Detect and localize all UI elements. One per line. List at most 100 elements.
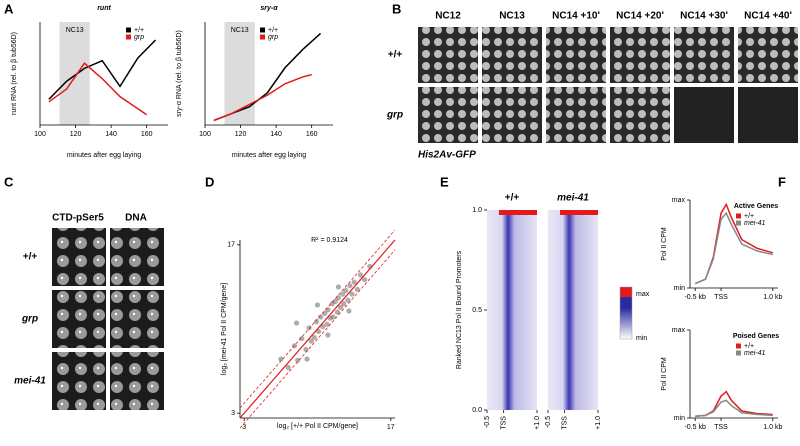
chart-title: runt: [97, 5, 111, 12]
micrograph: [546, 87, 606, 143]
y-axis-label: runt RNA (rel. to β tub56D): [11, 32, 18, 115]
legend-label: +/+: [744, 213, 754, 220]
point: [335, 295, 342, 301]
point: [285, 364, 291, 371]
column-label: CTD-pSer5: [52, 213, 104, 224]
point: [325, 307, 331, 313]
micrograph: [418, 87, 478, 143]
x-tick-label: TSS: [714, 424, 728, 431]
series-line: [213, 73, 312, 122]
legend-title: Poised Genes: [733, 333, 779, 340]
legend-label: +/+: [268, 27, 278, 34]
annotation: R² = 0.9124: [311, 237, 348, 244]
y-axis-label: Ranked NC13 Pol II Bound Promoters: [456, 250, 463, 369]
legend-label: +/+: [744, 343, 754, 350]
micrograph: [738, 87, 798, 143]
column-label: NC14 +10': [552, 11, 600, 22]
point: [311, 334, 317, 341]
x-tick-label: -0.5: [484, 416, 491, 428]
point: [334, 309, 340, 315]
x-axis-label: minutes after egg laying: [67, 152, 141, 159]
column-label: NC14 +20': [616, 11, 664, 22]
column-label: +/+: [505, 193, 520, 204]
column-label: mei-41: [557, 193, 589, 204]
point: [354, 286, 360, 292]
y-axis-label: log₂ [mei-41 Pol II CPM/gene]: [221, 283, 228, 375]
x-tick-label: 1.0 kb: [763, 294, 782, 301]
y-tick-label: 17: [227, 242, 235, 249]
point: [308, 338, 314, 344]
point: [325, 332, 331, 338]
micrograph: [610, 87, 670, 143]
colorbar-label: min: [636, 335, 647, 342]
x-tick-label: 160: [141, 131, 153, 138]
y-tick-label: min: [674, 415, 685, 422]
row-label: +/+: [23, 252, 38, 263]
column-label: NC12: [435, 11, 461, 22]
colorbar: [619, 286, 633, 340]
row-label: +/+: [388, 50, 403, 61]
colorbar-label: max: [636, 291, 650, 298]
point: [303, 346, 309, 353]
legend-label: grp: [134, 34, 144, 41]
micrograph: [110, 352, 164, 410]
caption: His2Av-GFP: [418, 150, 476, 161]
point: [362, 277, 368, 283]
point: [306, 325, 312, 331]
fit-band: [239, 229, 396, 409]
point: [329, 301, 335, 307]
point: [343, 287, 349, 294]
legend-swatch: [736, 220, 741, 226]
micrograph: [110, 290, 164, 348]
heatmap: [548, 210, 598, 410]
point: [330, 314, 336, 320]
x-tick-label: TSS: [501, 416, 508, 430]
y-tick-label: min: [674, 285, 685, 292]
x-tick-label: 120: [235, 131, 247, 138]
legend-swatch: [260, 27, 265, 33]
micrograph: [52, 352, 106, 410]
micrograph: [674, 87, 734, 143]
series-line: [695, 390, 773, 417]
point: [357, 272, 364, 278]
x-tick-label: -0.5 kb: [684, 424, 706, 431]
x-tick-label: 1.0 kb: [763, 424, 782, 431]
legend-swatch: [736, 213, 741, 219]
point: [351, 279, 357, 285]
heatmap-top: [499, 210, 537, 215]
micrograph: [546, 27, 606, 83]
x-tick-label: TSS: [714, 294, 728, 301]
point: [349, 291, 355, 297]
y-tick-label: 0.5: [472, 307, 482, 314]
legend-swatch: [736, 343, 741, 349]
fit-line: [239, 239, 396, 419]
column-label: NC13: [499, 11, 525, 22]
column-label: NC14 +40': [744, 11, 792, 22]
point: [332, 298, 338, 304]
point: [340, 291, 346, 297]
point: [314, 302, 321, 308]
point: [337, 304, 344, 310]
series-line: [694, 202, 774, 285]
y-axis-label: sry-α RNA (rel. to β tub56D): [176, 30, 183, 117]
row-label: mei-41: [14, 376, 46, 387]
micrograph: [482, 27, 542, 83]
point: [345, 297, 351, 303]
panel-label: F: [778, 174, 786, 189]
micrograph: [610, 27, 670, 83]
legend-swatch: [126, 34, 131, 40]
panel-label: C: [4, 174, 14, 189]
highlight-band: [224, 22, 255, 125]
micrograph: [418, 27, 478, 83]
panel-label: D: [205, 174, 214, 189]
highlight-band: [59, 22, 90, 125]
series-line: [694, 211, 773, 285]
x-tick-label: 140: [270, 131, 282, 138]
y-tick-label: max: [672, 327, 686, 334]
y-tick-label: 0.0: [472, 407, 482, 414]
panel-label: E: [440, 174, 449, 189]
x-tick-label: 17: [387, 424, 395, 431]
micrograph: [482, 87, 542, 143]
x-tick-label: TSS: [562, 416, 569, 430]
legend-label: mei-41: [744, 220, 766, 227]
